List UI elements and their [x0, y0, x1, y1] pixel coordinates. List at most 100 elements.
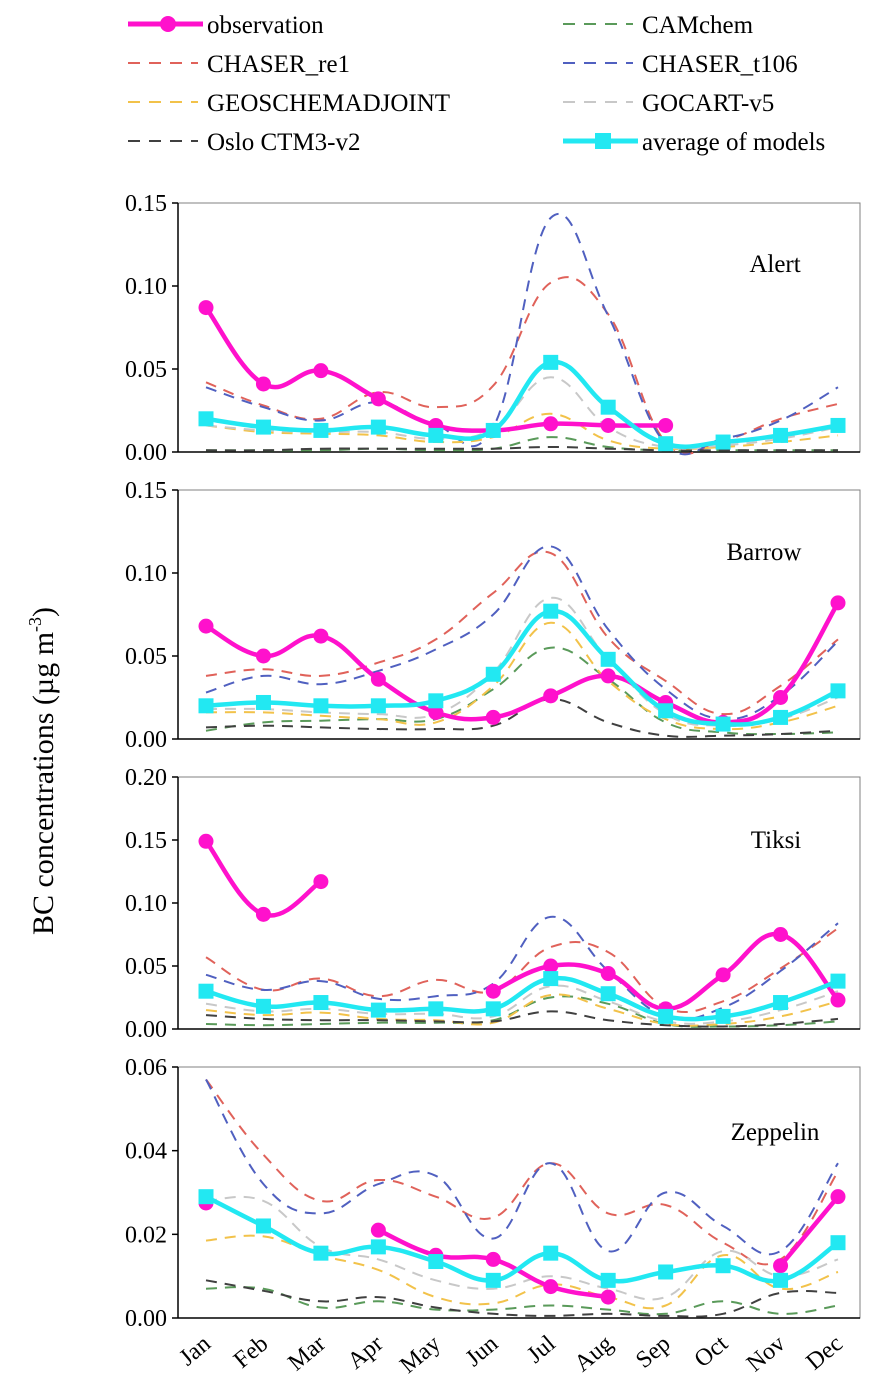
data-point — [428, 704, 444, 720]
data-point — [830, 417, 846, 433]
data-point — [543, 603, 559, 619]
series-average-of-models — [198, 971, 846, 1024]
data-point — [830, 1189, 846, 1205]
data-point — [715, 1258, 731, 1274]
series-average-of-models — [198, 1189, 846, 1288]
y-tick-label: 0.10 — [125, 561, 167, 587]
series-line-chaser-t106 — [205, 545, 839, 721]
data-point — [255, 998, 271, 1014]
series-gocart-v5 — [205, 376, 839, 450]
data-point — [543, 1279, 559, 1295]
series-average-of-models — [198, 354, 846, 452]
series-chaser-t106 — [205, 213, 839, 456]
data-point — [370, 1239, 386, 1255]
data-point — [715, 434, 731, 450]
y-tick-label: 0.10 — [125, 274, 167, 300]
y-tick-label: 0.00 — [125, 1017, 167, 1043]
data-point — [198, 983, 214, 999]
y-tick-label: 0.20 — [125, 765, 167, 791]
data-point — [313, 628, 329, 644]
series-observation — [198, 1189, 846, 1305]
y-tick-label: 0.04 — [125, 1139, 167, 1165]
series-observation — [198, 833, 846, 1017]
series-line-chaser-re1 — [205, 1078, 839, 1266]
series-observation — [198, 595, 846, 730]
data-point — [255, 419, 271, 435]
data-point — [773, 690, 789, 705]
data-point — [370, 671, 386, 687]
series-line-camchem — [205, 646, 839, 736]
data-point — [485, 983, 501, 999]
data-point — [428, 427, 444, 443]
data-point — [658, 1264, 674, 1280]
legend-label-chaser-re1: CHASER_re1 — [207, 51, 350, 78]
data-point — [543, 1245, 559, 1261]
data-point — [255, 1218, 271, 1234]
data-point — [600, 966, 616, 982]
series-line-average-of-models — [204, 1194, 840, 1284]
data-point — [485, 666, 501, 682]
data-point — [255, 376, 271, 392]
y-tick-label: 0.05 — [125, 954, 167, 980]
data-point — [198, 300, 214, 316]
series-chaser-t106 — [205, 915, 839, 1021]
series-camchem — [205, 1286, 839, 1316]
data-point — [428, 1001, 444, 1017]
y-tick-label: 0.15 — [125, 828, 167, 854]
data-point — [198, 411, 214, 427]
data-point — [370, 698, 386, 714]
x-tick-label-apr: Apr — [343, 1331, 388, 1375]
series-line-chaser-t106 — [205, 1079, 839, 1256]
y-axis-label-superscript: -3 — [25, 617, 45, 632]
station-label: Zeppelin — [731, 1119, 820, 1146]
series-line-observation — [204, 839, 323, 918]
data-point — [715, 716, 731, 732]
panel-tiksi: 0.00 0.05 0.10 0.15 0.20 Tiksi — [125, 765, 861, 1043]
series-line-oslo-ctm3-v2 — [205, 1279, 839, 1318]
legend-item-chaser-t106: CHASER_t106 — [563, 51, 798, 78]
data-point — [428, 1254, 444, 1270]
legend-item-observation: observation — [128, 12, 324, 39]
x-tick-label-oct: Oct — [690, 1330, 734, 1372]
data-point — [370, 1222, 386, 1238]
y-tick-label: 0.02 — [125, 1222, 167, 1248]
data-point — [773, 1258, 789, 1274]
series-line-chaser-t106 — [205, 915, 839, 1021]
data-point — [600, 651, 616, 667]
y-tick-label: 0.05 — [125, 357, 167, 383]
data-point — [715, 1008, 731, 1024]
legend-item-chaser-re1: CHASER_re1 — [128, 51, 350, 78]
series-chaser-re1 — [205, 550, 839, 716]
data-point — [830, 992, 846, 1008]
station-label: Tiksi — [751, 827, 802, 854]
data-point — [313, 995, 329, 1011]
data-point — [485, 1272, 501, 1288]
series-line-observation — [778, 1195, 840, 1268]
y-tick-label: 0.00 — [125, 727, 167, 753]
data-point — [543, 416, 559, 432]
series-chaser-t106 — [205, 545, 839, 721]
series-oslo-ctm3-v2 — [205, 445, 838, 452]
series-chaser-re1 — [205, 927, 839, 1013]
y-tick-label: 0.06 — [125, 1055, 167, 1081]
data-point — [658, 417, 674, 433]
series-line-observation — [204, 306, 666, 433]
plot-frame — [177, 776, 861, 1030]
data-point — [600, 668, 616, 684]
station-label: Alert — [749, 251, 800, 278]
legend-label-gocart-v5: GOCART-v5 — [642, 90, 774, 117]
data-point — [543, 971, 559, 987]
legend-item-oslo-ctm3-v2: Oslo CTM3-v2 — [128, 129, 360, 156]
data-point — [773, 995, 789, 1011]
data-point — [198, 618, 214, 634]
data-point — [255, 648, 271, 664]
x-tick-label-may: May — [395, 1331, 445, 1379]
y-axis-label-close: ) — [27, 607, 60, 617]
series-chaser-t106 — [205, 1079, 839, 1256]
series-gocart-v5 — [205, 1195, 839, 1301]
chart-legend: observation CAMchem CHASER_re1 CHASER_t106 G… — [128, 12, 825, 156]
series-line-camchem — [205, 1286, 839, 1316]
x-tick-label-aug: Aug — [570, 1331, 618, 1377]
legend-marker-observation — [160, 16, 176, 32]
data-point — [773, 927, 789, 942]
